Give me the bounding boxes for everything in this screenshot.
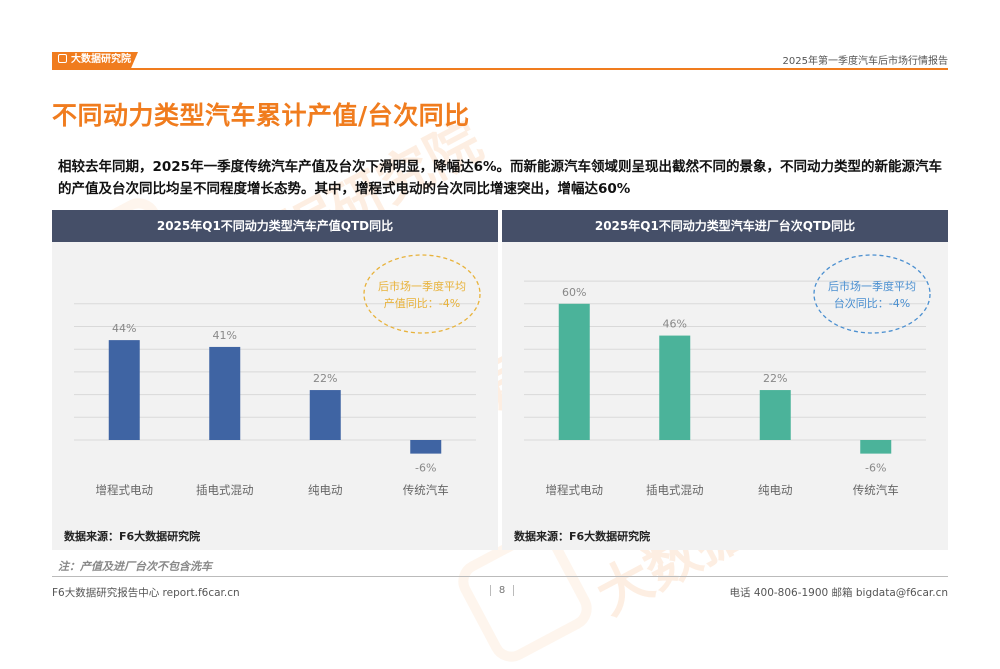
bar [659,335,691,440]
x-tick-label: 纯电动 [758,483,793,497]
bar [558,303,590,440]
x-tick-label: 增程式电动 [546,483,604,497]
data-label: 41% [213,329,237,342]
chart-title: 2025年Q1不同动力类型汽车产值QTD同比 [52,210,498,242]
bar [759,390,791,440]
bar-chart-visit-count: 60% 增程式电动 46% 插电式混动 22% 纯电动 -6% 传统汽车 后市场一季度平均台次同… [524,254,931,497]
callout-line-1: 后市场一季度平均 [828,279,916,293]
data-source: 数据来源：F6大数据研究院 [64,530,201,543]
x-tick-label: 纯电动 [308,483,343,497]
header-divider [52,68,948,70]
callout-line-2: 产值同比：-4% [384,296,460,310]
x-tick-label: 插电式混动 [196,483,254,497]
data-source: 数据来源：F6大数据研究院 [514,530,651,543]
chart-panel-output-value: 2025年Q1不同动力类型汽车产值QTD同比 44% 增程式电动 41% 插电式混动 2… [52,210,498,550]
footer-contact: 电话 400-806-1900 邮箱 bigdata@f6car.cn [729,587,949,599]
x-tick-label: 插电式混动 [646,483,704,497]
report-title: 2025年第一季度汽车后市场行情报告 [782,56,948,67]
page-number: 8 [490,585,514,596]
callout-line-2: 台次同比：-4% [834,296,910,310]
page-title: 不同动力类型汽车累计产值/台次同比 [52,101,470,130]
summary-text: 相较去年同期，2025年一季度传统汽车产值及台次下滑明显，降幅达6%。而新能源汽… [58,159,942,197]
logo-text: 大数据研究院 [71,54,131,65]
bar [108,340,140,440]
data-label: 60% [562,286,586,299]
bar [860,440,892,454]
data-label: -6% [415,462,436,475]
callout-line-1: 后市场一季度平均 [378,279,466,293]
footer-divider [52,576,948,577]
data-label: 46% [663,318,687,331]
bar [410,440,442,454]
data-label: 44% [112,322,136,335]
logo-icon [58,54,67,63]
data-label: 22% [313,372,337,385]
footer-website: F6大数据研究报告中心 report.f6car.cn [52,587,240,599]
callout-bubble [363,254,481,334]
bar [309,390,341,440]
bar-chart-output-value: 44% 增程式电动 41% 插电式混动 22% 纯电动 -6% 传统汽车 后市场一季度平均产值同… [74,254,481,497]
x-tick-label: 增程式电动 [96,483,154,497]
chart-panel-visit-count: 2025年Q1不同动力类型汽车进厂台次QTD同比 60% 增程式电动 46% 插电式混… [502,210,948,550]
x-tick-label: 传统汽车 [853,483,899,497]
x-tick-label: 传统汽车 [403,483,449,497]
footnote: 注：产值及进厂台次不包含洗车 [58,560,212,573]
data-label: 22% [763,372,787,385]
data-label: -6% [865,462,886,475]
brand-logo: 大数据研究院 [52,52,138,68]
chart-title: 2025年Q1不同动力类型汽车进厂台次QTD同比 [502,210,948,242]
bar [209,346,241,440]
callout-bubble [813,254,931,334]
